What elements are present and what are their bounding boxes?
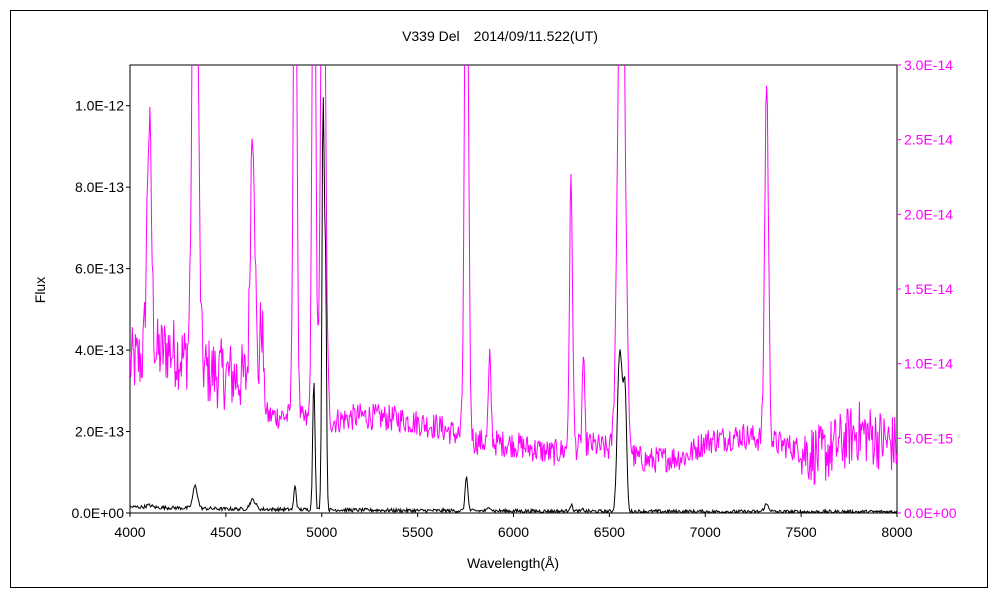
left-tick-label: 4.0E-13: [75, 342, 124, 358]
left-tick-label: 2.0E-13: [75, 424, 124, 440]
series-line-right-axis: [130, 65, 897, 485]
x-tick-label: 4500: [210, 524, 241, 540]
right-y-axis: 0.0E+00 5.0E-15 1.0E-14 1.5E-14 2.0E-14 2.5E-…: [897, 57, 957, 521]
series-layer: [130, 65, 897, 513]
x-tick-label: 4000: [114, 524, 145, 540]
chart-title: V339 Del 2014/09/11.522(UT): [402, 28, 598, 44]
x-axis: 4000 4500 5000 5500 6000 6500 7000 7500 8000: [114, 513, 913, 540]
x-axis-label: Wavelength(Å): [467, 555, 559, 571]
x-tick-label: 8000: [881, 524, 912, 540]
x-tick-label: 7000: [690, 524, 721, 540]
left-tick-label: 8.0E-13: [75, 179, 124, 195]
right-tick-label: 2.0E-14: [904, 206, 953, 222]
right-tick-label: 5.0E-15: [904, 430, 953, 446]
x-tick-label: 5000: [306, 524, 337, 540]
right-tick-label: 2.5E-14: [904, 132, 953, 148]
right-tick-label: 3.0E-14: [904, 57, 953, 73]
right-tick-label: 1.5E-14: [904, 281, 953, 297]
left-y-axis: 0.0E+00 2.0E-13 4.0E-13 6.0E-13 8.0E-13 1.0E-…: [71, 98, 130, 521]
series-line-left-axis: [130, 97, 897, 513]
x-tick-label: 5500: [402, 524, 433, 540]
left-tick-label: 6.0E-13: [75, 261, 124, 277]
x-tick-label: 6000: [498, 524, 529, 540]
left-tick-label: 0.0E+00: [71, 505, 124, 521]
chart-frame: [10, 10, 988, 588]
x-tick-label: 7500: [786, 524, 817, 540]
x-tick-label: 6500: [594, 524, 625, 540]
y-axis-label: Flux: [32, 277, 48, 303]
right-tick-label: 0.0E+00: [904, 505, 957, 521]
right-tick-label: 1.0E-14: [904, 356, 953, 372]
left-tick-label: 1.0E-12: [75, 98, 124, 114]
